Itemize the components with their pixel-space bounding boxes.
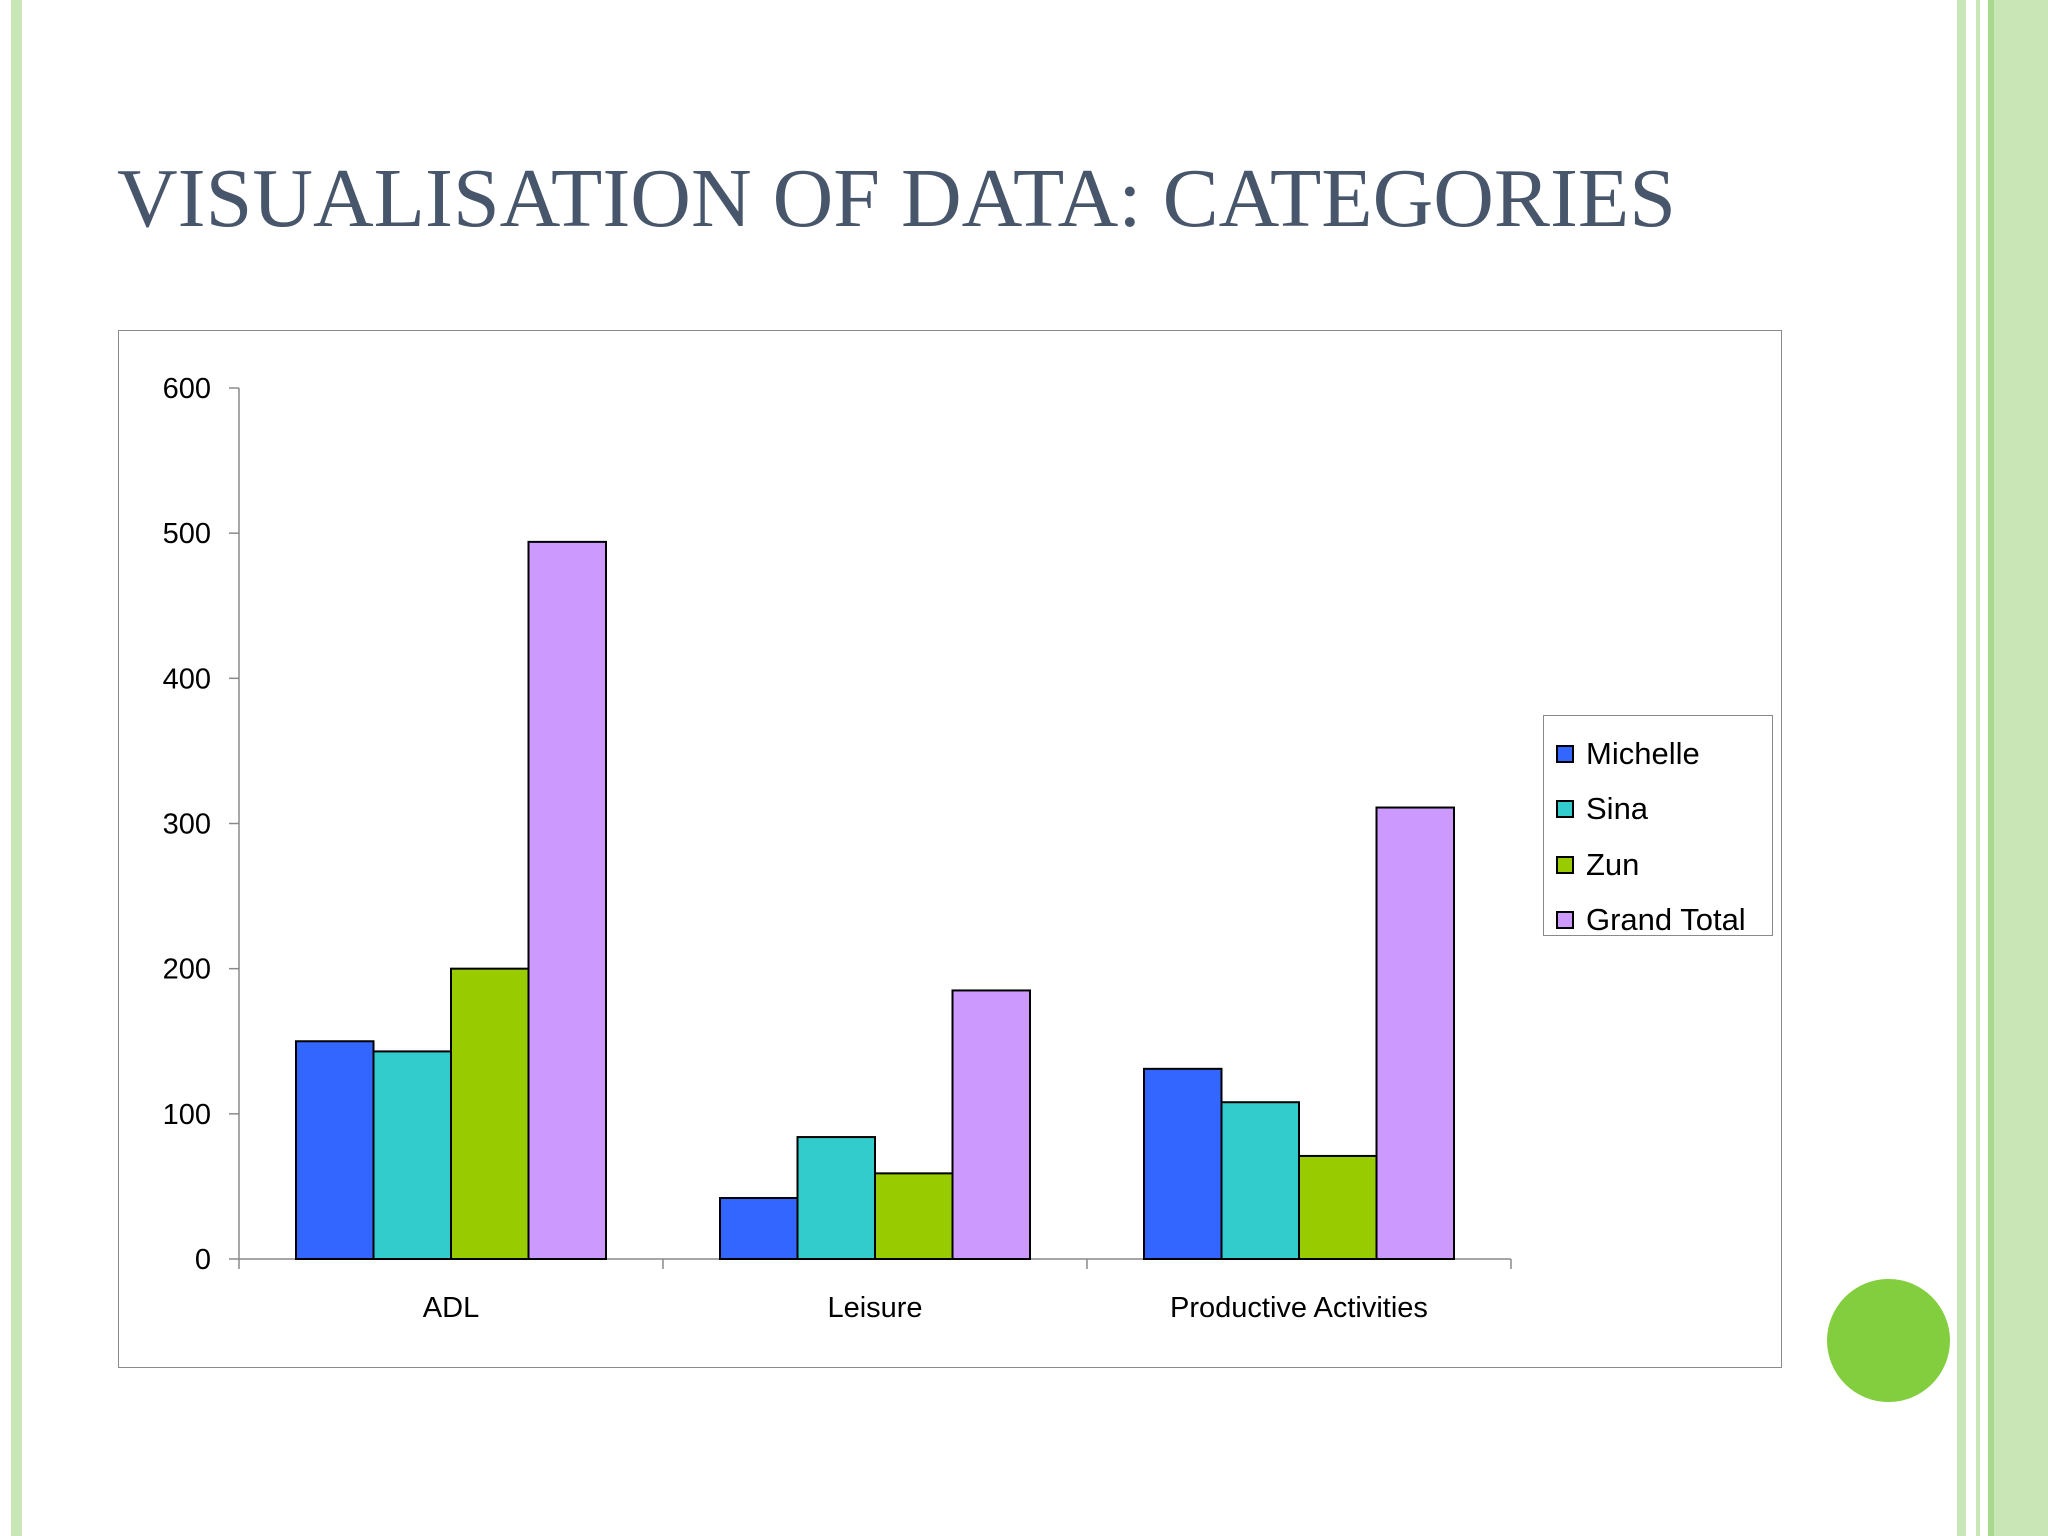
legend-item: Sina	[1544, 782, 1772, 838]
legend-label: Michelle	[1586, 735, 1700, 771]
x-category-label: ADL	[423, 1292, 479, 1324]
y-tick-label: 400	[163, 663, 211, 695]
slide-title: VISUALISATION OF DATA: CATEGORIES	[117, 152, 1676, 245]
left-decor-bar	[11, 0, 22, 1536]
bar-michelle	[1143, 1067, 1223, 1260]
right-decor-stripe	[1957, 0, 1966, 1536]
legend-swatch	[1556, 800, 1574, 819]
bar-zun	[1298, 1154, 1378, 1260]
bar-chart: 0 100 200 300 400 500 600 ADL Leisure Productive …	[163, 373, 1512, 1324]
y-tick-label: 100	[163, 1099, 211, 1131]
y-tick-label: 500	[163, 518, 211, 550]
bar-sina	[372, 1050, 452, 1261]
legend-label: Sina	[1586, 791, 1649, 827]
legend-label: Zun	[1586, 846, 1640, 882]
right-decor-stripe	[1976, 0, 1980, 1536]
x-category-label: Productive Activities	[1170, 1292, 1428, 1324]
chart-frame: 0 100 200 300 400 500 600 ADL Leisure Productive …	[118, 330, 1782, 1368]
legend-swatch	[1556, 855, 1574, 874]
legend-item: Michelle	[1544, 726, 1772, 782]
y-tick-label: 200	[163, 954, 211, 986]
bar-michelle	[719, 1197, 799, 1261]
bar-grand-total	[951, 989, 1031, 1260]
chart-legend: Michelle Sina Zun Grand Total	[1543, 715, 1773, 937]
bar-zun	[874, 1172, 954, 1261]
y-tick-label: 600	[163, 373, 211, 405]
bar-sina	[1220, 1101, 1300, 1260]
legend-label: Grand Total	[1586, 902, 1746, 938]
bar-grand-total	[527, 540, 607, 1261]
legend-item: Grand Total	[1544, 893, 1772, 949]
right-decor-stripe	[1994, 0, 2048, 1536]
right-decor-stripe	[1988, 0, 1994, 1536]
legend-item: Zun	[1544, 837, 1772, 893]
bar-michelle	[295, 1040, 375, 1260]
x-category-label: Leisure	[827, 1292, 922, 1324]
legend-swatch	[1556, 744, 1574, 763]
bar-sina	[796, 1136, 876, 1260]
y-tick-label: 0	[195, 1244, 211, 1276]
decorative-circle	[1827, 1279, 1950, 1402]
legend-swatch	[1556, 911, 1574, 930]
y-tick-label: 300	[163, 809, 211, 841]
bar-zun	[450, 967, 530, 1261]
bar-grand-total	[1375, 806, 1455, 1260]
